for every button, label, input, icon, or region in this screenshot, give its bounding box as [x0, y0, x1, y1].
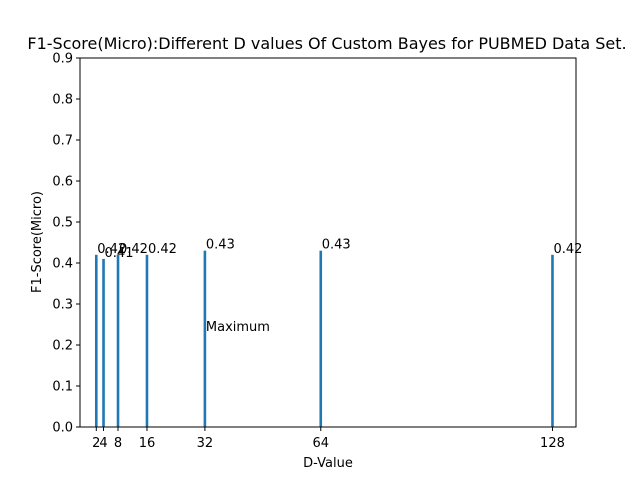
bar-d-4 [102, 258, 105, 427]
y-axis-label: F1-Score(Micro) [30, 191, 45, 293]
maximum-annotation: Maximum [206, 320, 270, 335]
x-tick-label: 16 [139, 436, 156, 451]
data-label-d-128: 0.42 [553, 242, 582, 257]
y-tick-label: 0.8 [52, 93, 73, 108]
data-label-d-32: 0.43 [206, 238, 235, 253]
data-label-d-64: 0.43 [322, 238, 351, 253]
bar-d-16 [145, 254, 149, 427]
y-tick-label: 0.4 [52, 257, 73, 272]
chart-title: F1-Score(Micro):Different D values Of Cu… [27, 34, 626, 53]
data-label-d-4: 0.41 [105, 246, 134, 261]
y-tick-label: 0.7 [52, 134, 73, 149]
bars [94, 250, 554, 427]
y-tick-label: 0.5 [52, 216, 73, 231]
x-tick-label: 8 [114, 436, 122, 451]
y-tick-label: 0.1 [52, 380, 73, 395]
data-label-d-2: 0.42 [97, 242, 126, 257]
x-tick-label: 4 [99, 436, 107, 451]
bar-d-2 [94, 254, 98, 427]
x-tick-label: 32 [197, 436, 214, 451]
x-axis: 24 8 16 32 64 128 [92, 427, 565, 451]
bar-d-128 [551, 254, 554, 427]
data-labels: 0.420.410.42 0.42 0.43 0.43 0.42 [97, 238, 582, 261]
x-tick-label: 2 [92, 436, 100, 451]
plot-frame [79, 57, 577, 428]
y-tick-label: 0.9 [52, 52, 73, 67]
y-tick-label: 0.0 [52, 421, 73, 436]
y-axis: 0.0 0.1 0.2 0.3 0.4 0.5 0.6 0.7 0.8 0.9 [52, 52, 80, 436]
y-tick-label: 0.2 [52, 339, 73, 354]
data-label-d-8: 0.42 [119, 242, 148, 257]
y-tick-label: 0.6 [52, 175, 73, 190]
x-tick-label: 64 [312, 436, 329, 451]
bar-d-32 [203, 250, 207, 427]
x-axis-label: D-Value [303, 456, 353, 471]
bar-d-64 [319, 250, 323, 427]
bar-d-8 [116, 254, 120, 427]
y-tick-label: 0.3 [52, 298, 73, 313]
x-tick-label: 128 [540, 436, 565, 451]
data-label-d-16: 0.42 [148, 242, 177, 257]
